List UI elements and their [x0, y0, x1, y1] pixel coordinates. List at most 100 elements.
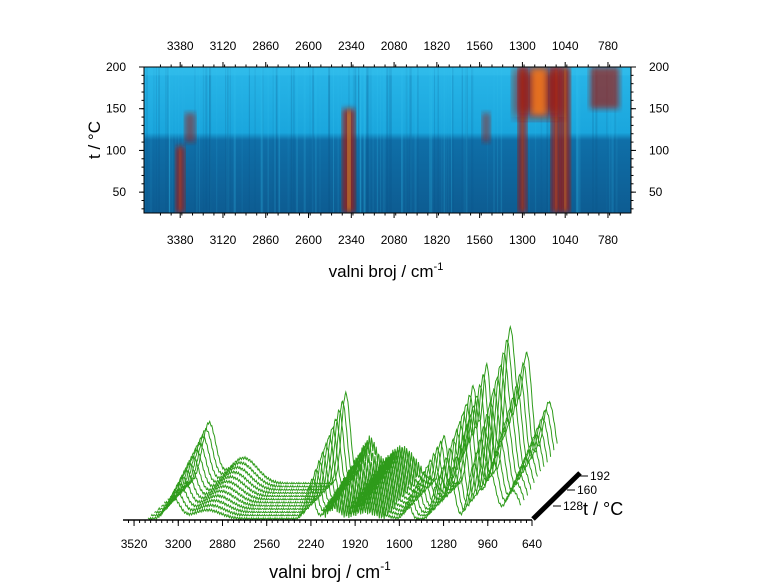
heatmap-texture-line: [229, 67, 231, 213]
heatmap-texture-line: [198, 67, 200, 213]
heatmap-texture-line: [462, 67, 464, 213]
heatmap-y-ticks-right: 200 150 100 50: [631, 60, 669, 210]
heatmap-texture-line: [202, 67, 205, 213]
heatmap-texture-line: [434, 67, 435, 213]
heatmap-texture-line: [262, 67, 264, 213]
heatmap-texture-line: [576, 67, 578, 213]
heatmap-texture-line: [497, 67, 499, 213]
heatmap-texture-line: [443, 67, 445, 213]
heatmap-texture-line: [409, 67, 412, 213]
heatmap-texture-line: [410, 67, 412, 213]
heatmap-texture-line: [169, 67, 171, 213]
heatmap-texture-line: [175, 67, 177, 213]
heatmap-band: [590, 67, 620, 109]
heatmap-texture-line: [357, 67, 360, 213]
heatmap-texture-line: [358, 67, 360, 213]
heatmap-texture-line: [196, 67, 198, 213]
heatmap-texture-line: [382, 67, 385, 213]
heatmap-texture-line: [386, 67, 388, 213]
waterfall-x-tick-label: 3520: [121, 537, 148, 551]
heatmap-x-tick-label-top: 1040: [552, 39, 579, 53]
heatmap-y-tick-label-left: 150: [106, 102, 126, 116]
heatmap-texture-line: [606, 67, 608, 213]
heatmap-x-tick-label-bottom: 2340: [338, 233, 365, 247]
heatmap-texture-line: [272, 67, 274, 213]
heatmap-texture-line: [267, 67, 269, 213]
waterfall-x-tick-label: 3200: [165, 537, 192, 551]
heatmap-texture-line: [305, 67, 306, 213]
heatmap-texture-line: [226, 67, 227, 213]
heatmap-texture-line: [275, 67, 278, 213]
waterfall-x-tick-label: 2880: [209, 537, 236, 551]
heatmap-texture-line: [401, 67, 403, 213]
heatmap-x-axis-title: valni broj / cm-1: [329, 261, 444, 281]
heatmap-x-tick-label-bottom: 2600: [295, 233, 322, 247]
heatmap-x-tick-label-bottom: 3380: [167, 233, 194, 247]
heatmap-x-tick-label-top: 2860: [252, 39, 279, 53]
heatmap-x-tick-label-bottom: 3120: [210, 233, 237, 247]
heatmap-texture-line: [278, 67, 281, 213]
heatmap-texture-line: [333, 67, 334, 213]
waterfall-chart: 3520 3200 2880 2560 2240 1920 1600 1280 960 640 1…: [121, 324, 623, 582]
heatmap-texture-line: [233, 67, 236, 213]
heatmap-texture-line: [204, 67, 207, 213]
heatmap-texture-line: [178, 67, 180, 213]
heatmap-texture-line: [359, 67, 362, 213]
heatmap-texture-line: [595, 67, 598, 213]
heatmap-texture-line: [226, 67, 229, 213]
heatmap-band: [481, 112, 491, 143]
heatmap-texture-line: [529, 67, 530, 213]
heatmap-x-tick-label-bottom: 1560: [466, 233, 493, 247]
heatmap-texture-line: [384, 67, 386, 213]
heatmap-band: [515, 67, 563, 118]
waterfall-x-tick-label: 960: [478, 537, 498, 551]
heatmap-texture-line: [329, 67, 330, 213]
heatmap-texture-line: [575, 67, 578, 213]
heatmap-texture-line: [359, 67, 362, 213]
heatmap-texture-line: [614, 67, 617, 213]
heatmap-texture-line: [579, 67, 581, 213]
heatmap-texture-line: [429, 67, 432, 213]
heatmap-texture-line: [369, 67, 371, 213]
heatmap-texture-line: [315, 67, 317, 213]
heatmap-texture-line: [546, 67, 549, 213]
heatmap-texture-line: [534, 67, 537, 213]
heatmap-texture-line: [144, 67, 631, 76]
heatmap-band: [517, 67, 527, 213]
heatmap-texture-line: [405, 67, 408, 213]
heatmap-texture-line: [165, 67, 167, 213]
heatmap-texture-line: [290, 67, 292, 213]
heatmap-texture-line: [401, 67, 404, 213]
heatmap-texture-line: [380, 67, 382, 213]
waterfall-x-axis-title: valni broj / cm-1: [269, 559, 391, 582]
heatmap-texture-line: [153, 67, 155, 213]
waterfall-series: [147, 324, 558, 521]
heatmap-texture-line: [431, 67, 433, 213]
heatmap-texture-line: [309, 67, 311, 213]
waterfall-series-line: [147, 463, 522, 521]
heatmap-texture-line: [367, 67, 370, 213]
heatmap-band: [560, 67, 571, 213]
heatmap-x-tick-label-top: 1560: [466, 39, 493, 53]
heatmap-texture-line: [466, 67, 468, 213]
heatmap-texture-line: [451, 67, 453, 213]
heatmap-texture-line: [168, 67, 170, 213]
heatmap-band: [184, 112, 196, 143]
heatmap-bands: [175, 67, 620, 213]
heatmap-texture-line: [493, 67, 495, 213]
heatmap-texture-line: [452, 67, 454, 213]
heatmap-x-tick-label-bottom: 1820: [424, 233, 451, 247]
waterfall-x-tick-label: 1920: [342, 537, 369, 551]
heatmap-x-tick-label-top: 780: [598, 39, 618, 53]
heatmap-texture-line: [273, 67, 276, 213]
heatmap-x-tick-label-bottom: 1300: [509, 233, 536, 247]
waterfall-x-tick-label: 640: [522, 537, 542, 551]
heatmap-texture-line: [370, 67, 372, 213]
heatmap-texture-line: [609, 67, 611, 213]
heatmap-texture-line: [471, 67, 473, 213]
waterfall-x-tick-label: 2240: [298, 537, 325, 551]
heatmap-texture-line: [461, 67, 463, 213]
heatmap-texture-line: [388, 67, 390, 213]
